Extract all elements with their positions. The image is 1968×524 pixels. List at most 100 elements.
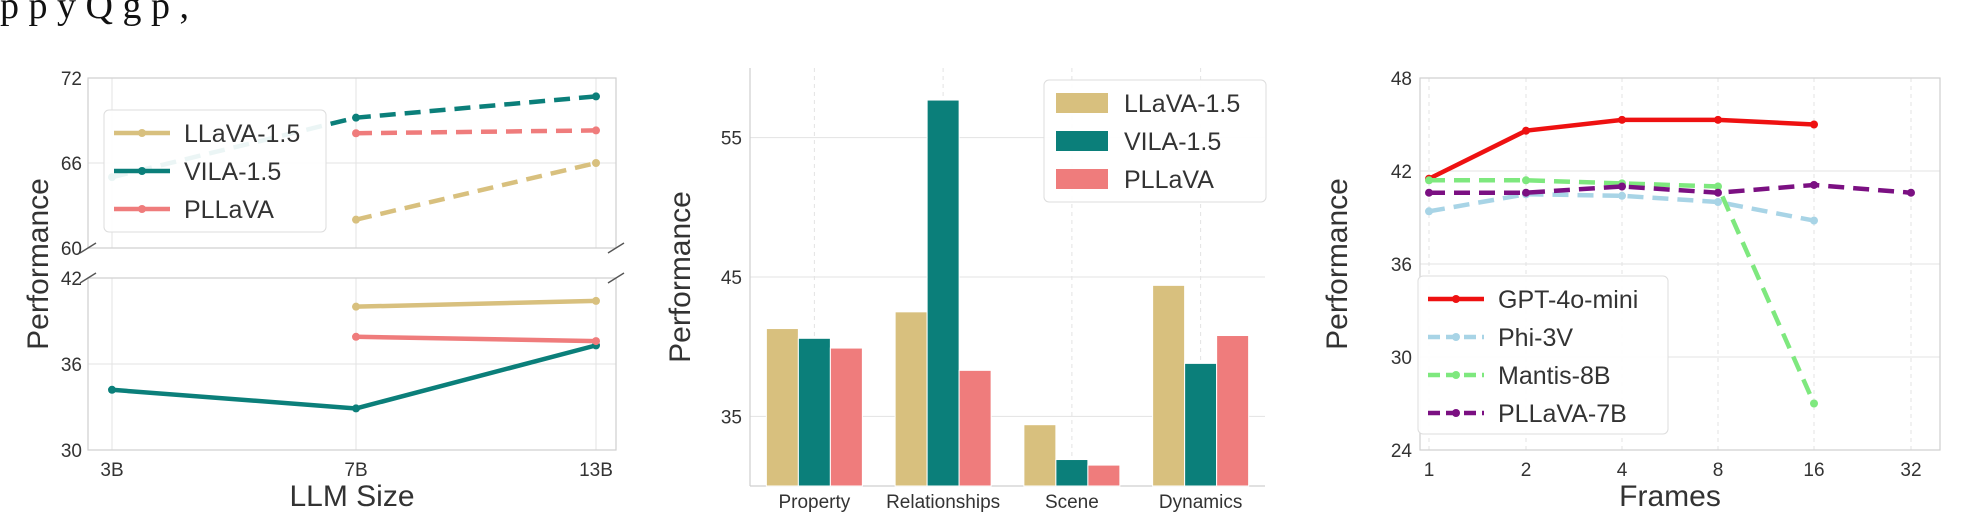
legend-label-llava-1-5: LLaVA-1.5 xyxy=(184,120,300,148)
point-pllava xyxy=(592,337,600,346)
axis-break-mark xyxy=(607,242,625,254)
x-tick-label: 1 xyxy=(1424,460,1435,481)
point-llava-1-5 xyxy=(352,215,360,224)
y-tick-label: 55 xyxy=(721,129,742,150)
line-upper-llava-1-5 xyxy=(355,160,597,222)
legend-label-pllava-7b: PLLaVA-7B xyxy=(1498,400,1627,428)
y-tick-label: 30 xyxy=(61,441,82,462)
caption-text-fragment: p p y Q g p , xyxy=(0,0,189,27)
legend-label-gpt-4o-mini: GPT-4o-mini xyxy=(1498,286,1638,314)
y-tick-label: 42 xyxy=(61,269,82,290)
point-phi-3v xyxy=(1810,216,1818,225)
x-tick-label: 13B xyxy=(579,460,613,481)
legend-swatch-llava-1-5 xyxy=(1056,93,1108,113)
point-pllava-7b xyxy=(1907,188,1915,197)
bar-vila-1-5-dynamics xyxy=(1184,362,1218,487)
x-tick-label: Scene xyxy=(1045,492,1099,513)
line-mantis-8b xyxy=(1429,178,1817,405)
legend-label-llava-1-5: LLaVA-1.5 xyxy=(1124,90,1240,118)
point-llava-1-5 xyxy=(592,159,600,167)
line-pllava-7b xyxy=(1429,182,1912,195)
point-pllava-7b xyxy=(1425,188,1433,197)
y-tick-label: 30 xyxy=(1391,348,1412,369)
bar-pllava-dynamics xyxy=(1216,335,1250,487)
line-lower-vila-1-5 xyxy=(111,343,597,411)
x-tick-label: 3B xyxy=(100,460,123,481)
x-tick-label: 8 xyxy=(1713,460,1724,481)
axis-break-mark xyxy=(79,242,97,254)
x-tick-label: Property xyxy=(778,492,850,513)
legend-marker-phi-3v xyxy=(1452,333,1460,341)
legend-label-vila-1-5: VILA-1.5 xyxy=(184,158,281,186)
point-gpt-4o-mini xyxy=(1618,115,1626,124)
axis-break-mark xyxy=(79,272,97,284)
y-tick-label: 42 xyxy=(1391,162,1412,183)
bar-pllava-scene xyxy=(1087,464,1121,487)
bar-pllava-relationships xyxy=(958,369,992,487)
legend-label-mantis-8b: Mantis-8B xyxy=(1498,362,1611,390)
point-pllava-7b xyxy=(1714,188,1722,197)
y-tick-label: 24 xyxy=(1391,441,1413,462)
point-mantis-8b xyxy=(1810,399,1818,408)
bar-vila-1-5-property xyxy=(797,337,831,487)
legend-box xyxy=(103,109,327,233)
y-tick-label: 45 xyxy=(721,268,742,289)
legend-marker-mantis-8b xyxy=(1452,371,1460,379)
x-tick-label: 4 xyxy=(1617,460,1628,481)
plot-frame xyxy=(1419,77,1941,451)
point-vila-1-5 xyxy=(352,113,360,122)
x-tick-label: 7B xyxy=(344,460,367,481)
point-vila-1-5 xyxy=(108,385,116,394)
y-tick-label: 60 xyxy=(61,239,82,260)
legend-swatch-vila-1-5 xyxy=(1056,131,1108,151)
point-mantis-8b xyxy=(1425,176,1433,185)
y-tick-label: 66 xyxy=(61,154,82,175)
axis-break-mark xyxy=(607,272,625,284)
legend-marker-llava-1-5 xyxy=(138,129,146,137)
legend-marker-pllava xyxy=(138,205,146,213)
legend-label-pllava: PLLaVA xyxy=(184,196,274,224)
legend-label-phi-3v: Phi-3V xyxy=(1498,324,1573,352)
legend-swatch-pllava xyxy=(1056,169,1108,189)
bar-pllava-property xyxy=(829,347,863,487)
point-gpt-4o-mini xyxy=(1522,126,1530,135)
line-lower-llava-1-5 xyxy=(355,298,597,309)
point-pllava-7b xyxy=(1522,188,1530,197)
lower-panel-frame xyxy=(87,277,617,451)
point-gpt-4o-mini xyxy=(1810,120,1818,129)
y-tick-label: 36 xyxy=(1391,255,1412,276)
bar-vila-1-5-relationships xyxy=(926,99,960,487)
point-phi-3v xyxy=(1618,191,1626,200)
point-mantis-8b xyxy=(1522,176,1530,185)
llm-size-chart: 72 66 60 42 36 30 3B 7B 13B LLM Size Performance LL… xyxy=(22,69,625,513)
x-axis-label: LLM Size xyxy=(289,480,414,513)
point-phi-3v xyxy=(1425,207,1433,216)
x-axis-label: Frames xyxy=(1619,480,1721,513)
y-tick-label: 36 xyxy=(61,355,82,376)
y-tick-label: 48 xyxy=(1391,69,1412,90)
x-tick-label: Dynamics xyxy=(1159,492,1242,513)
line-lower-pllava xyxy=(355,334,597,344)
legend-box xyxy=(1417,275,1669,435)
line-upper-pllava xyxy=(355,128,597,136)
bar-llava-1-5-dynamics xyxy=(1152,284,1186,487)
y-axis-label: Performance xyxy=(664,191,697,363)
point-mantis-8b xyxy=(1714,182,1722,191)
bar-vila-1-5-scene xyxy=(1055,459,1089,487)
point-pllava-7b xyxy=(1810,180,1818,189)
bar-llava-1-5-property xyxy=(765,328,799,487)
x-tick-label: 16 xyxy=(1803,460,1824,481)
point-pllava xyxy=(352,129,360,138)
legend-marker-gpt-4o-mini xyxy=(1452,295,1460,303)
x-tick-label: 32 xyxy=(1900,460,1921,481)
x-tick-label: Relationships xyxy=(886,492,1000,513)
y-tick-label: 72 xyxy=(61,69,82,90)
point-pllava xyxy=(592,126,600,135)
legend-label-vila-1-5: VILA-1.5 xyxy=(1124,128,1221,156)
y-tick-label: 35 xyxy=(721,407,742,428)
point-vila-1-5 xyxy=(592,92,600,101)
point-vila-1-5 xyxy=(352,404,360,413)
x-tick-label: 2 xyxy=(1521,460,1532,481)
y-axis-label: Performance xyxy=(1321,178,1354,350)
